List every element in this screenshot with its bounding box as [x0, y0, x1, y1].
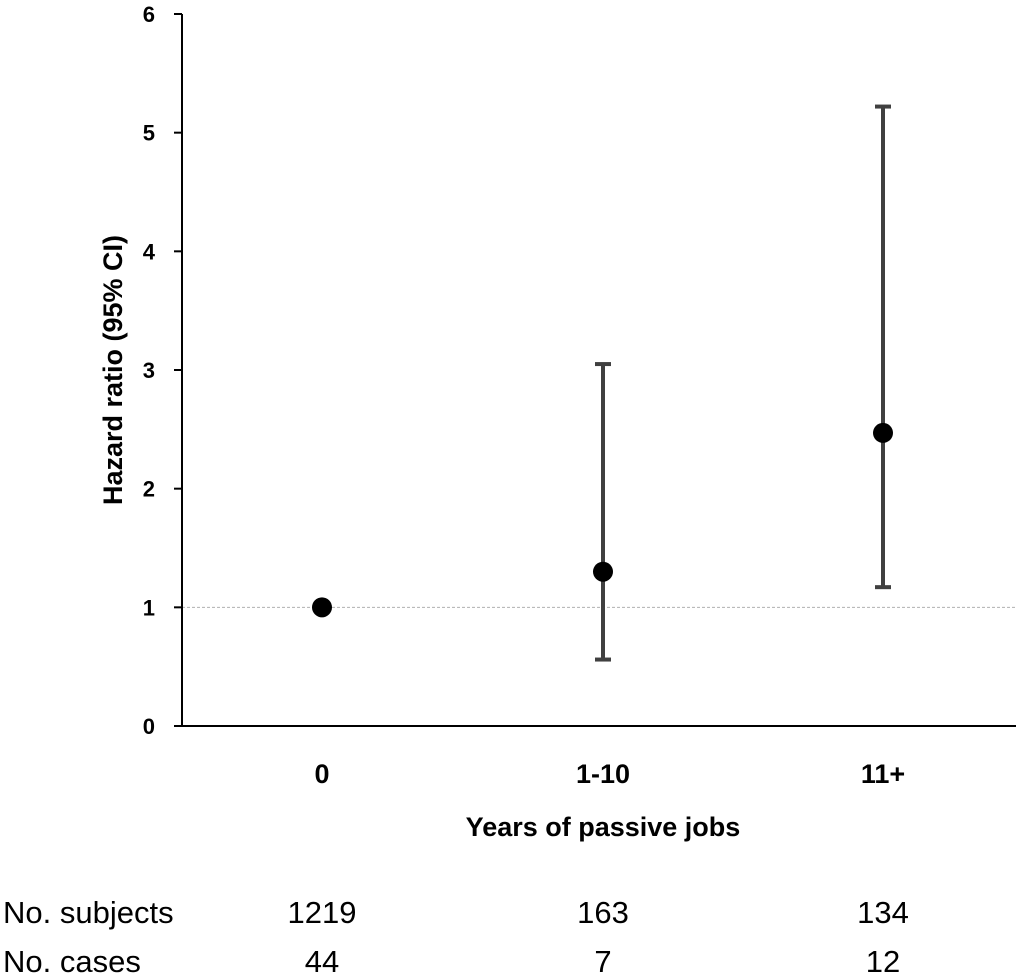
x-category-label: 0	[314, 759, 329, 789]
table-row-label: No. subjects	[3, 895, 174, 930]
x-category-label: 11+	[861, 759, 905, 789]
y-tick-label: 0	[143, 714, 155, 739]
y-axis-ticks: 0 1 2 3 4 5 6	[143, 2, 182, 739]
error-bars	[595, 104, 891, 662]
hazard-ratio-point	[873, 422, 893, 443]
y-axis-title: Hazard ratio (95% CI)	[98, 235, 128, 505]
table-cell: 1219	[288, 895, 357, 930]
data-points	[312, 422, 893, 618]
hazard-ratio-point	[593, 561, 613, 582]
x-axis-category-labels: 0 1-10 11+	[314, 759, 905, 789]
table-cell: 44	[305, 944, 339, 977]
counts-table: No. subjects 1219 163 134 No. cases 44 7 12	[3, 895, 909, 977]
x-axis-title: Years of passive jobs	[466, 812, 741, 842]
y-tick-label: 2	[143, 477, 155, 502]
y-tick-label: 6	[143, 2, 155, 27]
table-cell: 12	[866, 944, 900, 977]
y-tick-label: 4	[143, 239, 156, 264]
table-cell: 134	[857, 895, 909, 930]
table-cell: 163	[577, 895, 629, 930]
x-category-label: 1-10	[576, 759, 630, 789]
hazard-ratio-point	[312, 597, 332, 618]
y-tick-label: 5	[143, 121, 155, 146]
y-tick-label: 1	[143, 595, 155, 620]
table-cell: 7	[594, 944, 611, 977]
table-row-label: No. cases	[3, 944, 141, 977]
y-tick-label: 3	[143, 358, 155, 383]
plot-area: 0 1 2 3 4 5 6 0 1-10 11+	[143, 2, 1016, 789]
